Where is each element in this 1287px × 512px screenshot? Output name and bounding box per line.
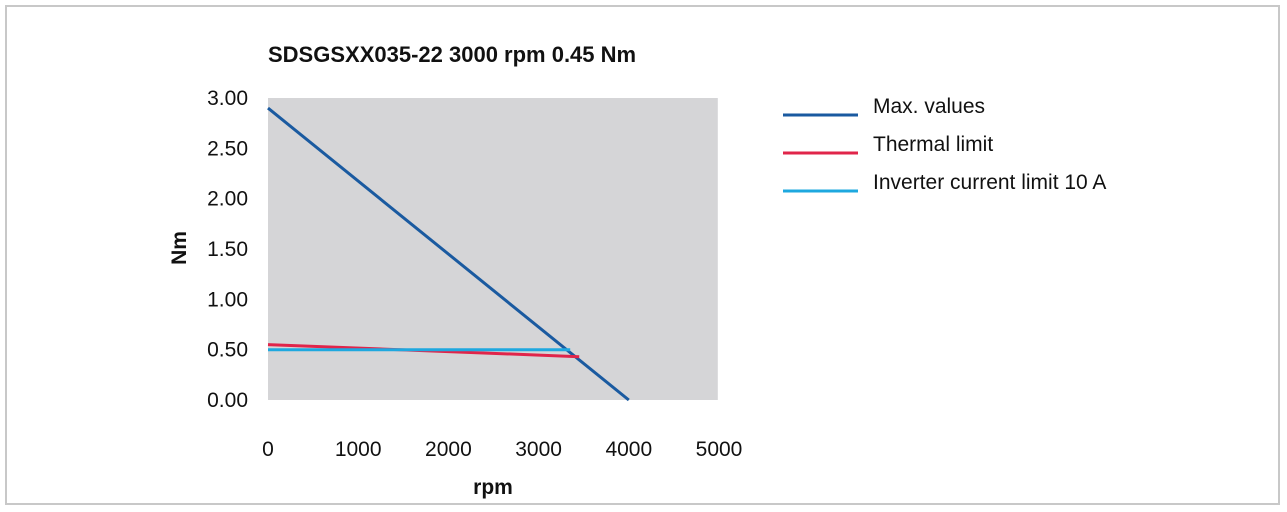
x-tick-label: 2000	[425, 438, 472, 461]
x-tick-label: 3000	[515, 438, 562, 461]
series-line	[267, 106, 630, 402]
y-tick-label: 1.50	[207, 238, 248, 261]
x-tick-label: 4000	[605, 438, 652, 461]
legend-label: Thermal limit	[873, 133, 993, 156]
y-axis-label: Nm	[168, 231, 191, 265]
x-tick-label: 1000	[335, 438, 382, 461]
legend: Max. values Thermal limit Inverter current…	[783, 95, 1106, 194]
y-tick-label: 1.00	[207, 288, 248, 311]
y-tick-label: 0.50	[207, 339, 248, 362]
x-axis-label: rpm	[473, 476, 513, 499]
x-tick-label: 5000	[696, 438, 743, 461]
x-axis-ticks: 0 1000 2000 3000 4000 5000	[262, 438, 742, 461]
series-lines	[267, 106, 630, 402]
y-tick-label: 2.00	[207, 188, 248, 211]
legend-label: Max. values	[873, 95, 985, 118]
y-tick-label: 2.50	[207, 137, 248, 160]
x-tick-label: 0	[262, 438, 274, 461]
y-tick-label: 0.00	[207, 389, 248, 412]
y-axis-ticks: 0.00 0.50 1.00 1.50 2.00 2.50 3.00	[207, 87, 248, 412]
y-tick-label: 3.00	[207, 87, 248, 110]
legend-label: Inverter current limit 10 A	[873, 171, 1106, 194]
chart-title: SDSGSXX035-22 3000 rpm 0.45 Nm	[268, 42, 636, 67]
